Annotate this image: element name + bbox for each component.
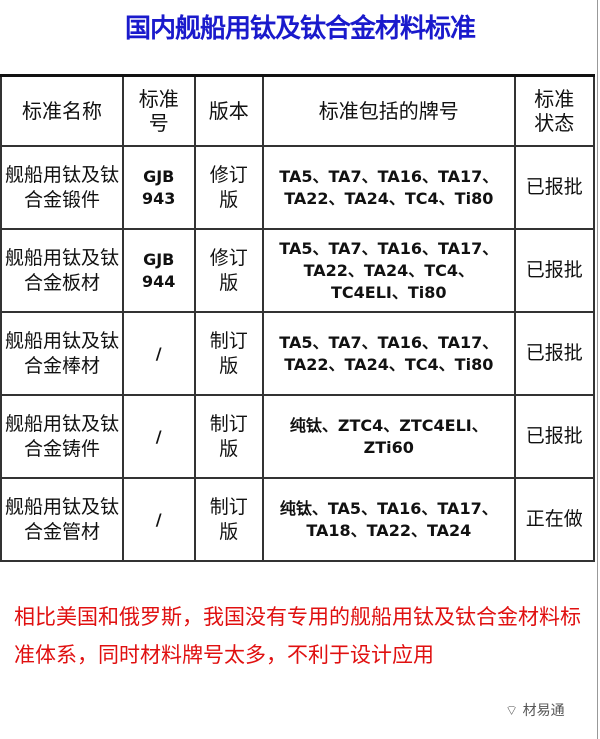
cell-version: 制订版 bbox=[193, 477, 264, 562]
cell-status: 正在做 bbox=[513, 477, 596, 562]
page-title: 国内舰船用钛及钛合金材料标准 bbox=[124, 14, 476, 44]
cell-version: 制订版 bbox=[193, 311, 264, 396]
table-row: 舰船用钛及钛合金管材 / 制订版 纯钛、TA5、TA16、TA17、TA18、TA22… bbox=[0, 477, 596, 562]
table-row: 舰船用钛及钛合金板材 GJB 944 修订版 TA5、TA7、TA16、TA17、TA… bbox=[0, 228, 596, 313]
cell-status: 已报批 bbox=[513, 394, 596, 479]
cell-grades: TA5、TA7、TA16、TA17、TA22、TA24、TC4、TC4ELI、T… bbox=[261, 228, 516, 313]
standards-table: 标准名称 标准号 版本 标准包括的牌号 标准状态 舰船用钛及钛合金锻件 GJB 9… bbox=[0, 74, 596, 562]
cell-code: / bbox=[121, 311, 196, 396]
header-version: 版本 bbox=[193, 74, 264, 147]
cell-code: / bbox=[121, 477, 196, 562]
cell-grades: 纯钛、ZTC4、ZTC4ELI、ZTi60 bbox=[261, 394, 516, 479]
table-row: 舰船用钛及钛合金铸件 / 制订版 纯钛、ZTC4、ZTC4ELI、ZTi60 已报批 bbox=[0, 394, 596, 479]
cell-grades: TA5、TA7、TA16、TA17、TA22、TA24、TC4、Ti80 bbox=[261, 145, 516, 230]
cell-code: GJB 944 bbox=[121, 228, 196, 313]
cell-name: 舰船用钛及钛合金铸件 bbox=[0, 394, 124, 479]
header-code: 标准号 bbox=[121, 74, 196, 147]
cell-status: 已报批 bbox=[513, 228, 596, 313]
wechat-icon: ⌔ bbox=[505, 703, 519, 719]
cell-name: 舰船用钛及钛合金板材 bbox=[0, 228, 124, 313]
header-grades: 标准包括的牌号 bbox=[261, 74, 516, 147]
table-header-row: 标准名称 标准号 版本 标准包括的牌号 标准状态 bbox=[0, 74, 596, 147]
cell-grades: 纯钛、TA5、TA16、TA17、TA18、TA22、TA24 bbox=[261, 477, 516, 562]
cell-version: 修订版 bbox=[193, 228, 264, 313]
cell-status: 已报批 bbox=[513, 145, 596, 230]
table-row: 舰船用钛及钛合金锻件 GJB 943 修订版 TA5、TA7、TA16、TA17、TA… bbox=[0, 145, 596, 230]
table-row: 舰船用钛及钛合金棒材 / 制订版 TA5、TA7、TA16、TA17、TA22、TA2… bbox=[0, 311, 596, 396]
cell-version: 修订版 bbox=[193, 145, 264, 230]
header-name: 标准名称 bbox=[0, 74, 124, 147]
cell-name: 舰船用钛及钛合金棒材 bbox=[0, 311, 124, 396]
cell-version: 制订版 bbox=[193, 394, 264, 479]
header-status: 标准状态 bbox=[513, 74, 596, 147]
cell-status: 已报批 bbox=[513, 311, 596, 396]
conclusion-note: 相比美国和俄罗斯，我国没有专用的舰船用钛及钛合金材料标准体系，同时材料牌号太多，… bbox=[14, 605, 581, 667]
cell-code: / bbox=[121, 394, 196, 479]
cell-name: 舰船用钛及钛合金管材 bbox=[0, 477, 124, 562]
watermark: ⌔ 材易通 bbox=[505, 703, 565, 719]
cell-grades: TA5、TA7、TA16、TA17、TA22、TA24、TC4、Ti80 bbox=[261, 311, 516, 396]
right-edge-line bbox=[597, 0, 598, 739]
cell-code: GJB 943 bbox=[121, 145, 196, 230]
cell-name: 舰船用钛及钛合金锻件 bbox=[0, 145, 124, 230]
